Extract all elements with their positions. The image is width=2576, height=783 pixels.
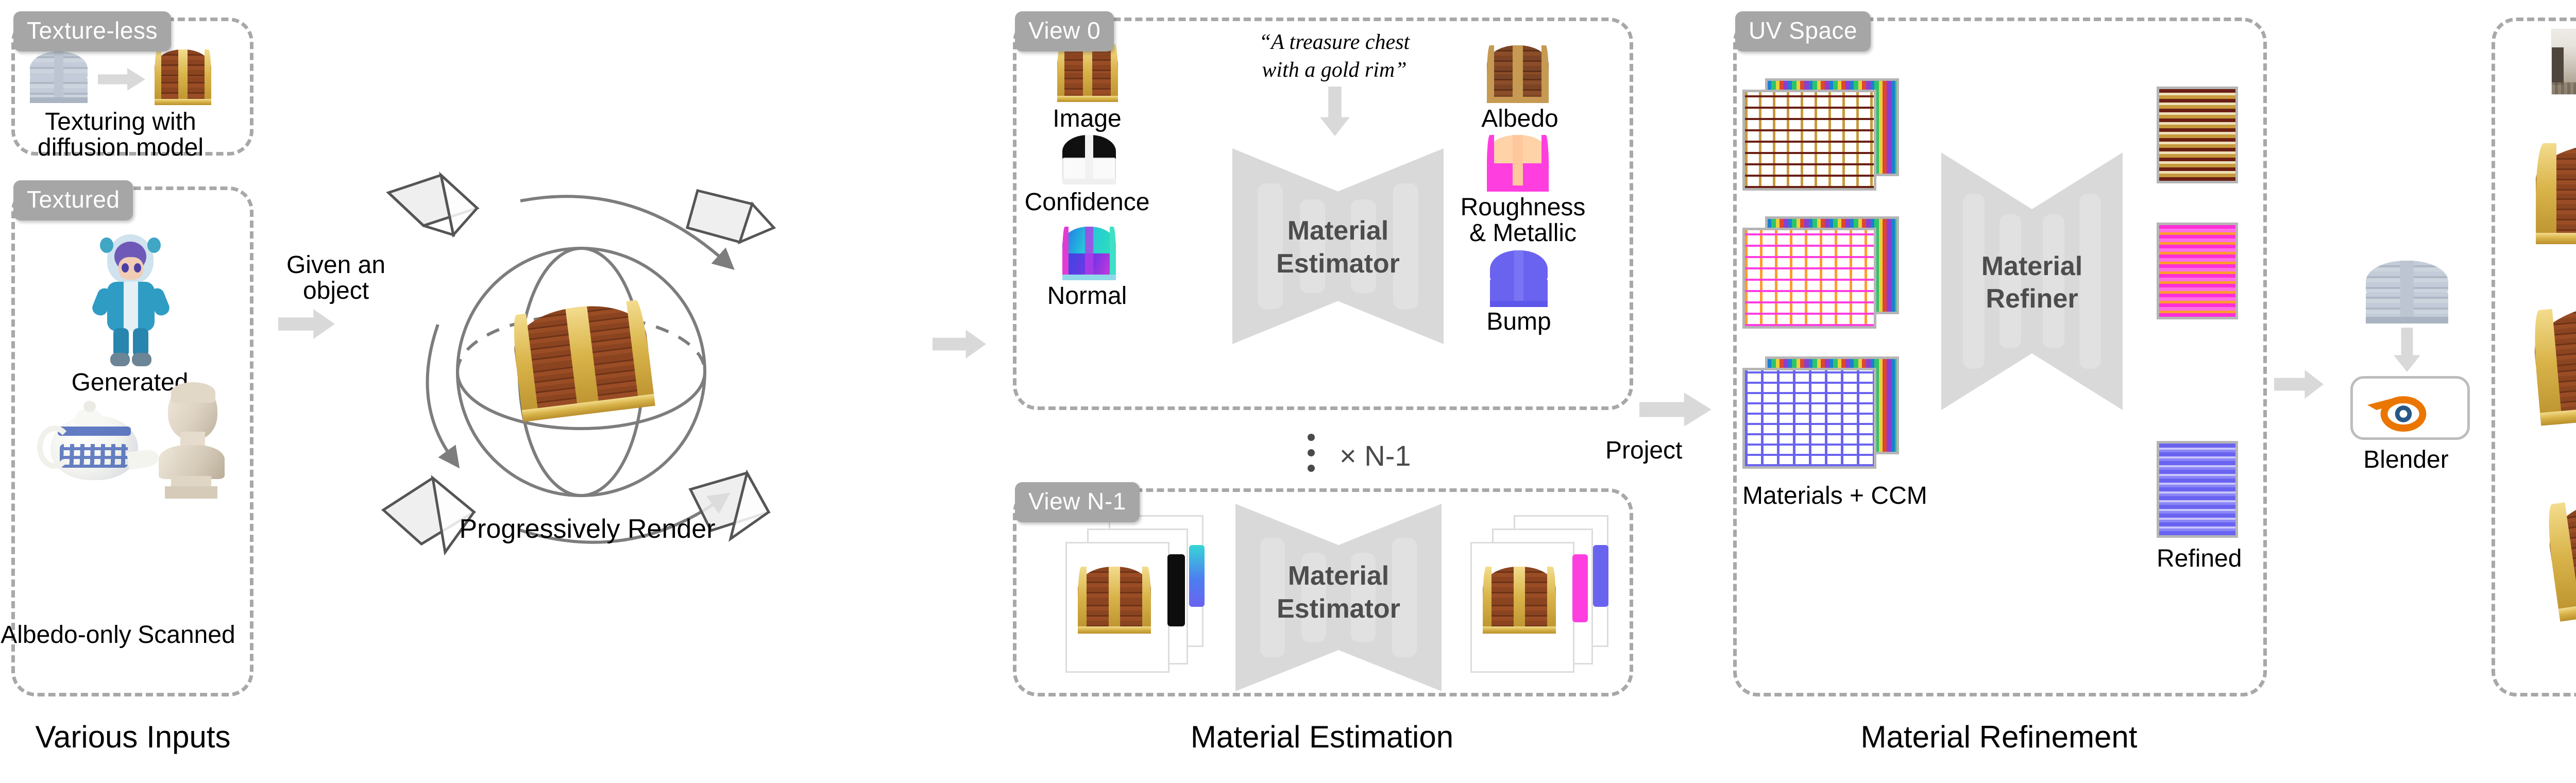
chest-view0-normal <box>1062 227 1116 280</box>
label-albedo-only: Albedo-only <box>1 621 131 649</box>
blender-icon <box>2367 396 2427 432</box>
blender-icon-box[interactable] <box>2350 376 2470 440</box>
atlas-refined-roughness <box>2157 223 2238 319</box>
label-given-line1: Given an <box>286 251 386 279</box>
network-label-line1: Material <box>1287 561 1389 591</box>
label-progressively-render: Progressively Render <box>459 514 716 544</box>
arrow-project <box>1639 393 1711 427</box>
label-normal: Normal <box>1047 282 1127 310</box>
label-blender: Blender <box>2363 446 2449 473</box>
refiner-label-line2: Refiner <box>1986 284 2078 314</box>
tag-texture-less: Texture-less <box>13 11 171 52</box>
arrow-given-object <box>278 309 335 339</box>
network-label-line2: Estimator <box>1276 248 1400 279</box>
network-label-line2: Estimator <box>1277 593 1400 624</box>
atlas-refined-bump <box>2157 441 2238 538</box>
refiner-label-line1: Material <box>1981 251 2083 281</box>
label-texturing-line1: Texturing with <box>45 108 196 135</box>
arrow-to-blender <box>2274 370 2324 399</box>
tag-view-0: View 0 <box>1015 11 1114 52</box>
label-texturing-line2: diffusion model <box>38 134 204 161</box>
label-refined: Refined <box>2157 545 2242 572</box>
panel-view-0 <box>1013 18 1633 410</box>
text-prompt-line2: with a gold rim” <box>1262 58 1407 82</box>
label-roughness: Roughness <box>1460 194 1586 221</box>
thumb-teapot-albedo-only <box>37 397 160 489</box>
env-map-thumbnail <box>2551 29 2576 95</box>
network-material-estimator-view-n-1: Material Estimator <box>1235 504 1442 691</box>
label-albedo: Albedo <box>1481 105 1558 132</box>
tag-uv-space: UV Space <box>1735 11 1871 52</box>
panel-rendering <box>2492 18 2576 696</box>
chest-untextured-input <box>30 52 88 103</box>
network-material-refiner: Material Refiner <box>1941 152 2123 410</box>
label-generated: Generated <box>71 369 189 396</box>
card-stack-view-n-1-outputs <box>1470 515 1620 673</box>
arrow-to-estimation <box>933 330 986 359</box>
section-label-material-estimation: Material Estimation <box>1190 720 1454 754</box>
atlas-refined-albedo <box>2157 87 2238 183</box>
atlas-stack-roughness <box>1742 216 1899 329</box>
panel-uv-space <box>1733 18 2267 696</box>
label-project: Project <box>1605 437 1683 464</box>
chest-view0-image <box>1057 44 1118 102</box>
text-prompt-line1: “A treasure chest <box>1259 30 1410 54</box>
card-stack-view-n-1-inputs <box>1065 515 1215 673</box>
chest-view0-albedo <box>1487 45 1549 103</box>
label-materials-ccm: Materials + CCM <box>1742 482 1927 509</box>
label-times-n-minus-1: × N-1 <box>1340 439 1411 472</box>
chest-view0-confidence <box>1062 135 1116 184</box>
label-confidence: Confidence <box>1024 189 1150 216</box>
arrow-mesh-into-blender <box>2394 328 2420 372</box>
network-label-line1: Material <box>1287 216 1389 246</box>
section-label-material-refinement: Material Refinement <box>1860 720 2138 754</box>
chest-mesh-for-blender <box>2366 261 2448 324</box>
render-sphere-group <box>381 171 776 556</box>
chest-view0-bump <box>1490 250 1548 307</box>
label-metallic: & Metallic <box>1469 219 1577 247</box>
vertical-ellipsis <box>1308 434 1315 480</box>
chest-render-1 <box>2536 143 2576 244</box>
thumb-generated-character <box>90 234 172 368</box>
label-image: Image <box>1053 105 1122 132</box>
label-bump: Bump <box>1486 308 1551 335</box>
atlas-stack-bump <box>1742 356 1899 469</box>
label-given-line2: object <box>302 277 369 304</box>
section-label-various-inputs: Various Inputs <box>35 720 231 754</box>
panel-view-n-1 <box>1013 488 1633 696</box>
chest-in-sphere <box>510 299 655 422</box>
thumb-scanned-bust <box>150 382 233 500</box>
chest-view0-roughness-metallic <box>1487 135 1549 192</box>
atlas-stack-albedo <box>1742 78 1899 191</box>
tag-view-n-1: View N-1 <box>1015 482 1140 522</box>
chest-textured-result <box>155 49 211 105</box>
network-material-estimator-view0: Material Estimator <box>1232 148 1444 344</box>
tag-textured: Textured <box>13 180 133 220</box>
label-scanned: Scanned <box>138 621 235 649</box>
